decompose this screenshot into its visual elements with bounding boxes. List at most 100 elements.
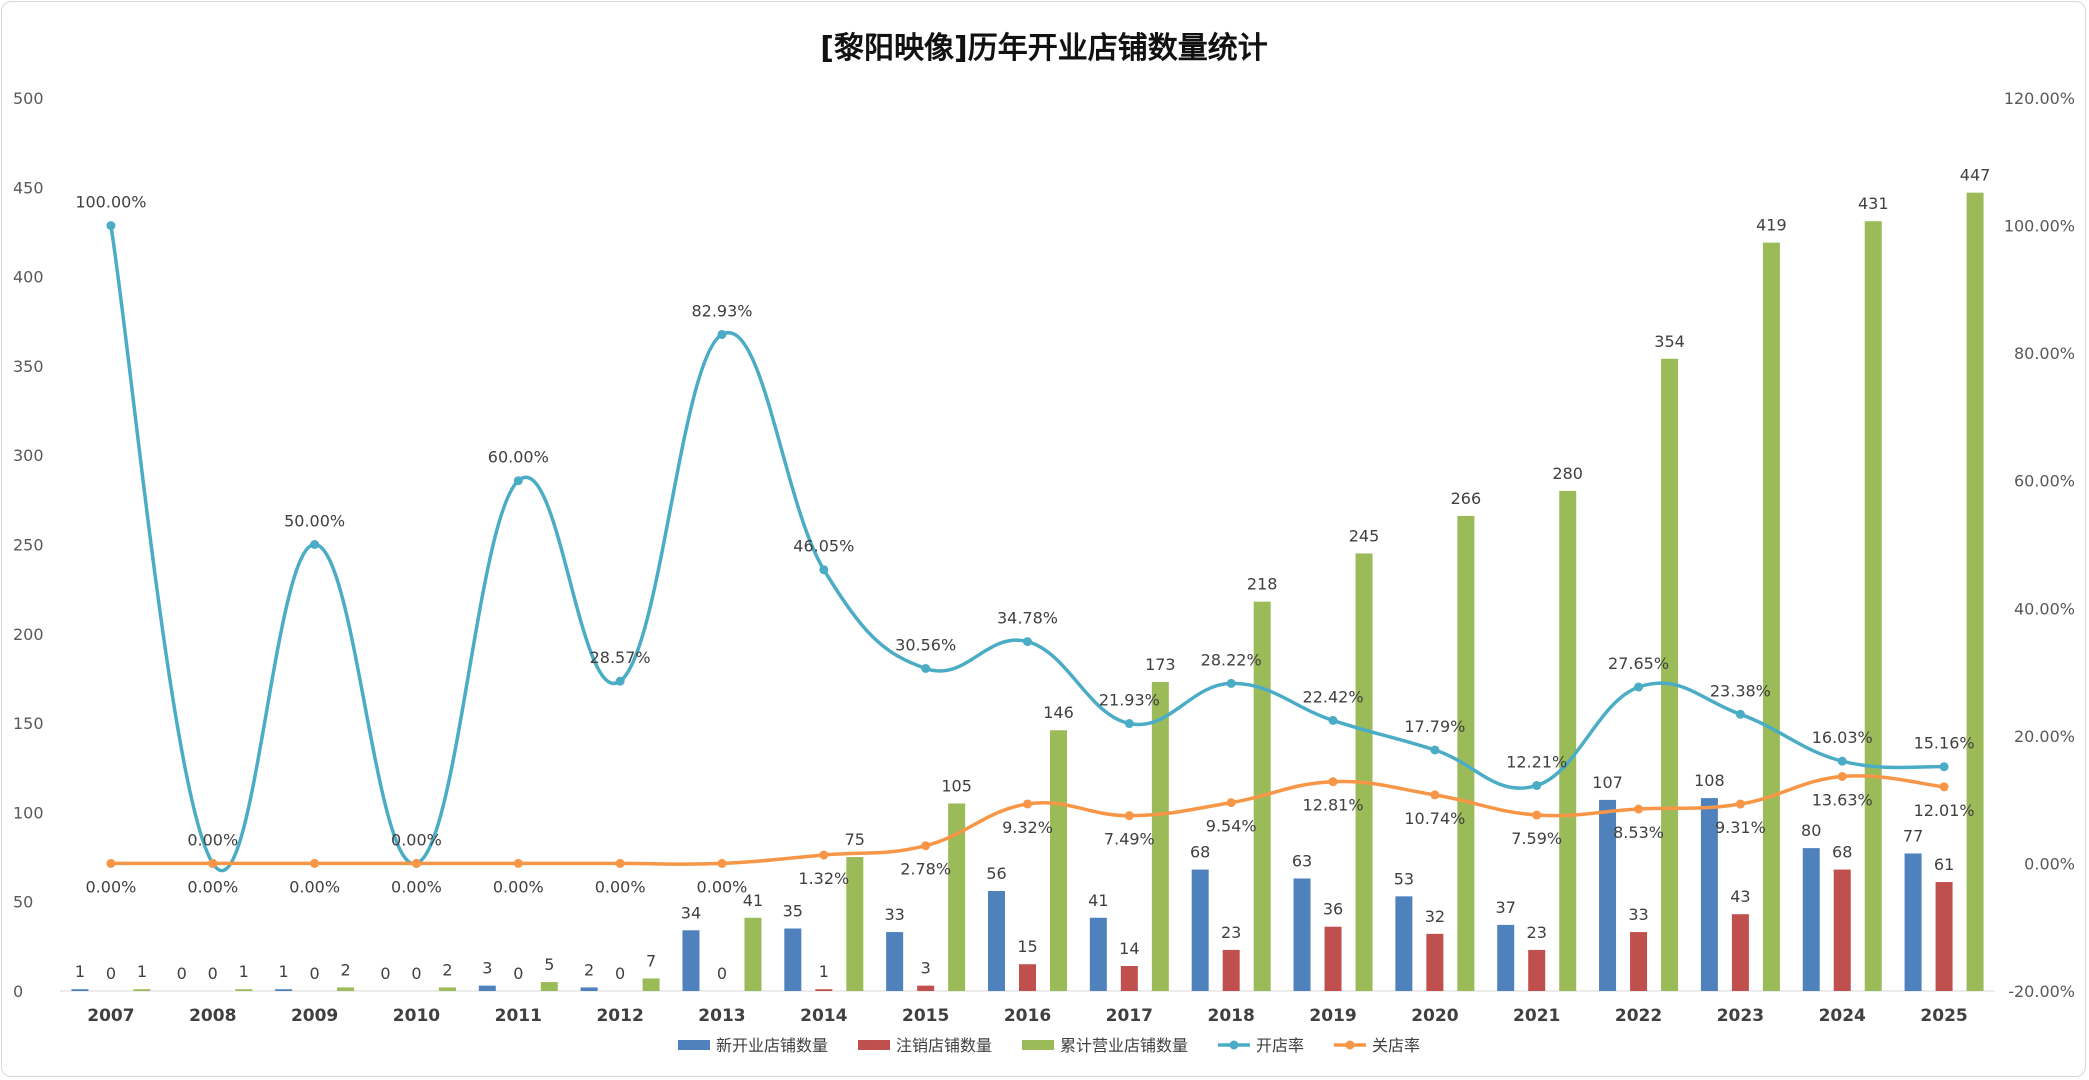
x-tick-label: 2023 xyxy=(1717,1006,1764,1026)
bar-data-label: 68 xyxy=(1832,843,1852,862)
bar-data-label: 431 xyxy=(1858,194,1889,213)
bar-3 xyxy=(1661,358,1679,992)
bar-1 xyxy=(1089,917,1107,991)
bar-1 xyxy=(275,989,293,991)
y-left-tick-label: 0 xyxy=(13,982,23,1001)
y-left-tick-label: 350 xyxy=(13,357,44,376)
y-left-tick-label: 200 xyxy=(13,625,44,644)
bar-2 xyxy=(1324,926,1342,991)
bar-2 xyxy=(1019,964,1036,991)
line-point xyxy=(1226,678,1236,688)
line-point xyxy=(921,841,931,851)
y-left-tick-label: 50 xyxy=(13,893,33,912)
line-data-label: 28.22% xyxy=(1201,650,1262,669)
y-right-tick-label: 120.00% xyxy=(2004,89,2075,108)
x-tick-label: 2009 xyxy=(291,1006,338,1026)
legend-item: 注销店铺数量 xyxy=(858,1036,992,1055)
x-tick-label: 2010 xyxy=(393,1006,440,1026)
legend-label: 注销店铺数量 xyxy=(896,1036,992,1055)
bar-1 xyxy=(886,932,904,991)
bar-data-label: 0 xyxy=(411,964,421,983)
line-data-label: 23.38% xyxy=(1710,681,1771,700)
line-point xyxy=(1837,756,1847,766)
legend-item: 开店率 xyxy=(1218,1036,1304,1055)
bar-1 xyxy=(1904,853,1922,991)
line-point xyxy=(1939,782,1949,792)
line-point xyxy=(1328,715,1338,725)
line-series-group xyxy=(106,221,1949,873)
bar-data-label: 61 xyxy=(1934,855,1954,874)
legend-swatch-marker xyxy=(1229,1040,1239,1050)
bar-3 xyxy=(1966,192,1984,991)
line-point xyxy=(819,565,829,575)
bar-data-label: 80 xyxy=(1801,821,1821,840)
bar-data-label: 1 xyxy=(239,962,249,981)
bar-data-label: 36 xyxy=(1323,900,1343,919)
line-point xyxy=(1124,719,1134,729)
line-point xyxy=(1939,762,1949,772)
line-point xyxy=(310,858,320,868)
bar-1 xyxy=(478,985,496,991)
bar-data-label: 0 xyxy=(177,964,187,983)
bar-data-label: 280 xyxy=(1552,464,1583,483)
bar-1 xyxy=(682,930,700,991)
line-data-label: 30.56% xyxy=(895,635,956,654)
bar-data-label: 173 xyxy=(1145,655,1176,674)
x-tick-label: 2016 xyxy=(1004,1006,1051,1026)
bar-data-label: 41 xyxy=(1088,891,1108,910)
bar-data-label: 77 xyxy=(1903,826,1923,845)
x-tick-label: 2008 xyxy=(189,1006,236,1026)
bar-data-label: 23 xyxy=(1527,923,1547,942)
line-data-label: 16.03% xyxy=(1812,728,1873,747)
bar-2 xyxy=(815,989,833,991)
bar-3 xyxy=(540,982,558,991)
bar-data-label: 245 xyxy=(1349,526,1380,545)
legend: 新开业店铺数量 注销店铺数量 累计营业店铺数量 开店率 关店率 xyxy=(678,1036,1420,1055)
bar-data-label: 15 xyxy=(1017,937,1037,956)
y-right-tick-label: 20.00% xyxy=(2014,727,2075,746)
bar-3 xyxy=(642,978,660,991)
x-tick-label: 2014 xyxy=(800,1006,847,1026)
bar-3 xyxy=(1050,730,1067,991)
x-tick-label: 2015 xyxy=(902,1006,949,1026)
legend-swatch-marker xyxy=(1345,1040,1355,1050)
bar-3 xyxy=(1151,682,1169,991)
line-data-label: 12.81% xyxy=(1303,796,1364,815)
line-data-label: 50.00% xyxy=(284,512,345,531)
x-tick-label: 2017 xyxy=(1106,1006,1153,1026)
line-point xyxy=(1023,799,1032,809)
line-point xyxy=(1735,709,1745,719)
chart-title: [黎阳映像]历年开业店铺数量统计 xyxy=(820,31,1267,66)
bar-1 xyxy=(1802,848,1820,991)
y-right-tick-label: 60.00% xyxy=(2014,472,2075,491)
bar-2 xyxy=(1426,933,1444,991)
line-data-label: 0.00% xyxy=(595,877,646,896)
line-data-label: 82.93% xyxy=(691,301,752,320)
bar-data-label: 35 xyxy=(783,901,803,920)
line-point xyxy=(819,850,829,860)
line-point xyxy=(717,858,727,868)
bar-data-label: 1 xyxy=(75,962,85,981)
bar-3 xyxy=(846,857,864,991)
legend-swatch xyxy=(678,1040,710,1050)
bar-2 xyxy=(1833,869,1851,991)
y-right-tick-label: -20.00% xyxy=(2008,982,2075,1001)
bar-2 xyxy=(1222,949,1240,991)
line-data-label: 15.16% xyxy=(1914,734,1975,753)
line-point xyxy=(1023,637,1032,647)
line-data-label: 8.53% xyxy=(1613,823,1664,842)
y-right-tick-label: 40.00% xyxy=(2014,599,2075,618)
line-point xyxy=(921,663,931,673)
bar-1 xyxy=(784,928,802,991)
bar-1 xyxy=(1497,924,1515,991)
bar-data-label: 32 xyxy=(1425,907,1445,926)
line-data-label: 17.79% xyxy=(1404,717,1465,736)
line-point xyxy=(1532,781,1542,791)
bar-data-label: 0 xyxy=(310,964,320,983)
x-tick-label: 2013 xyxy=(698,1006,745,1026)
y-left-tick-label: 450 xyxy=(13,178,44,197)
bar-data-label: 0 xyxy=(615,964,625,983)
bar-1 xyxy=(71,989,89,991)
